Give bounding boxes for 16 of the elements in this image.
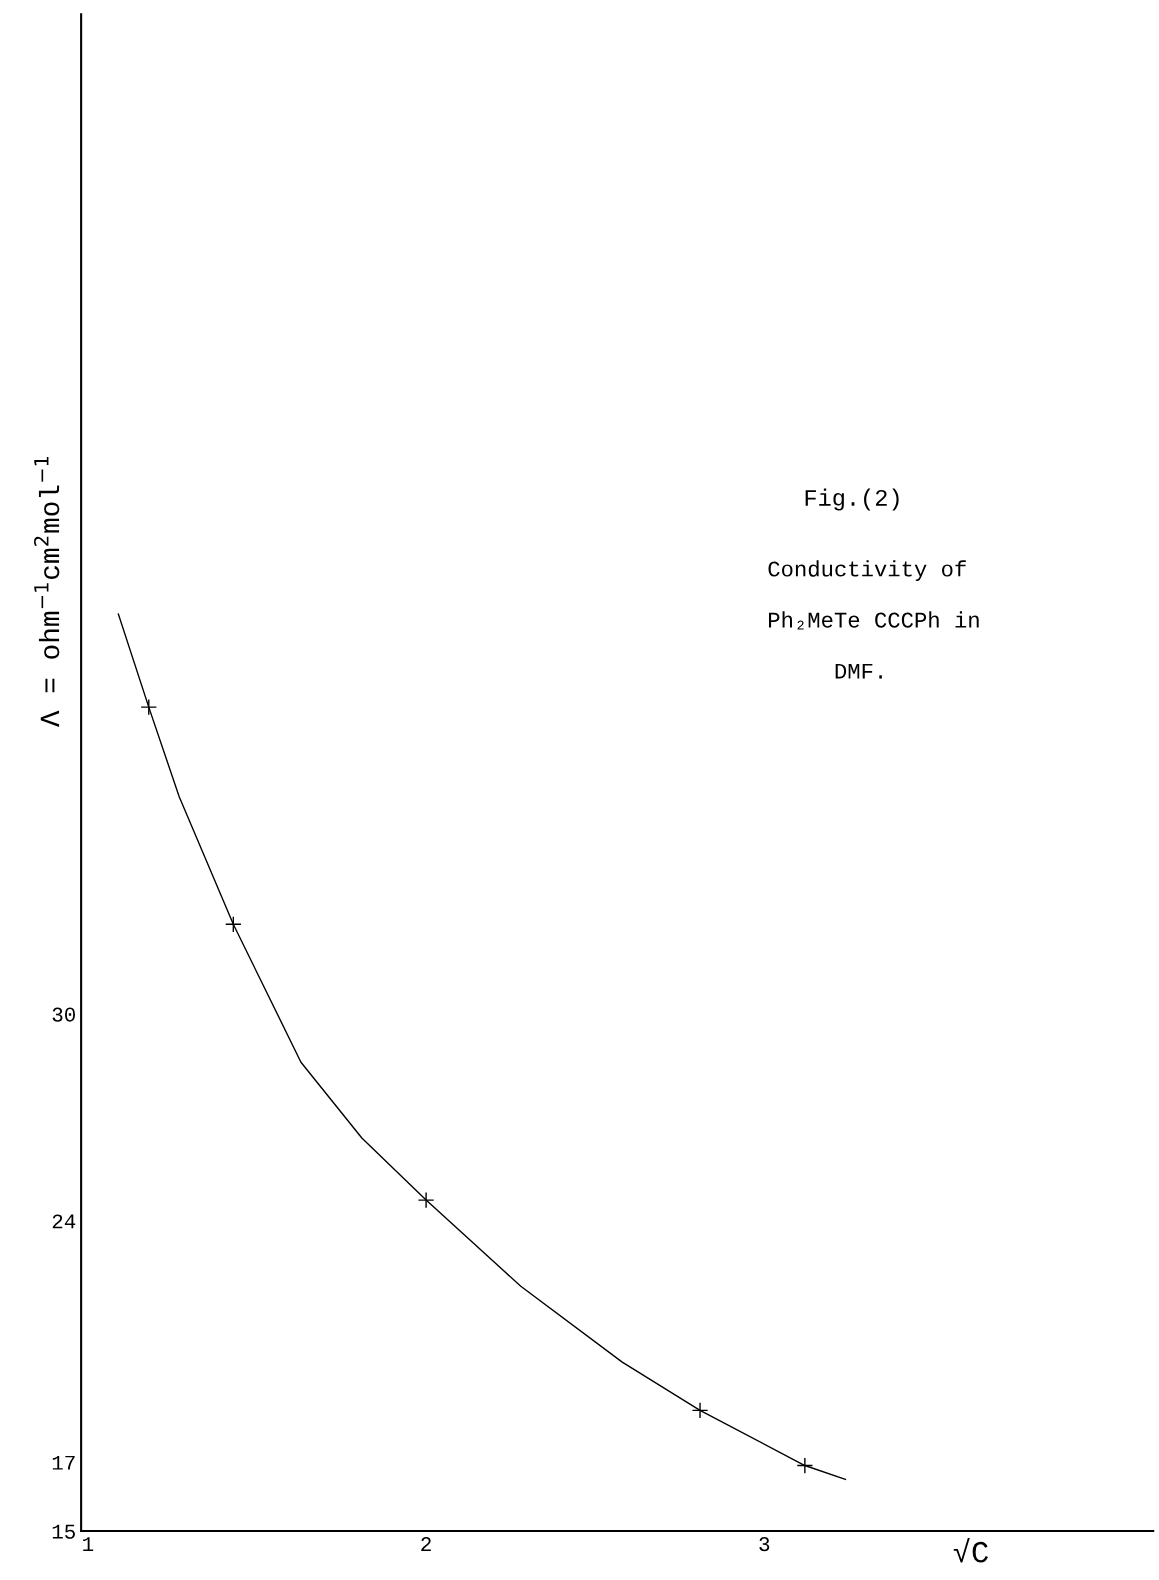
x-tick-label: 2	[421, 1537, 431, 1551]
point	[796, 1457, 814, 1474]
y-tick-label: 17	[52, 1455, 75, 1470]
y-tick-label: 15	[52, 1524, 75, 1539]
y-axis-title: Λ = ohm$^{−1}$cm$^{2}$mol$^{−1}$	[34, 456, 60, 727]
x-axis-title: √C	[953, 1538, 988, 1563]
y-tick-label: 30	[52, 1007, 75, 1022]
x-tick-label: 1	[83, 1537, 94, 1551]
point	[225, 915, 242, 933]
point	[417, 1191, 435, 1209]
point	[140, 698, 158, 716]
y-tick-label: 24	[52, 1214, 76, 1229]
text: Conductivity of Ph₂MeTe CCCPh in DMF.	[768, 560, 979, 679]
x-tick-label: 3	[759, 1537, 770, 1552]
text: Fig.(2)	[805, 488, 899, 511]
point	[691, 1402, 709, 1419]
